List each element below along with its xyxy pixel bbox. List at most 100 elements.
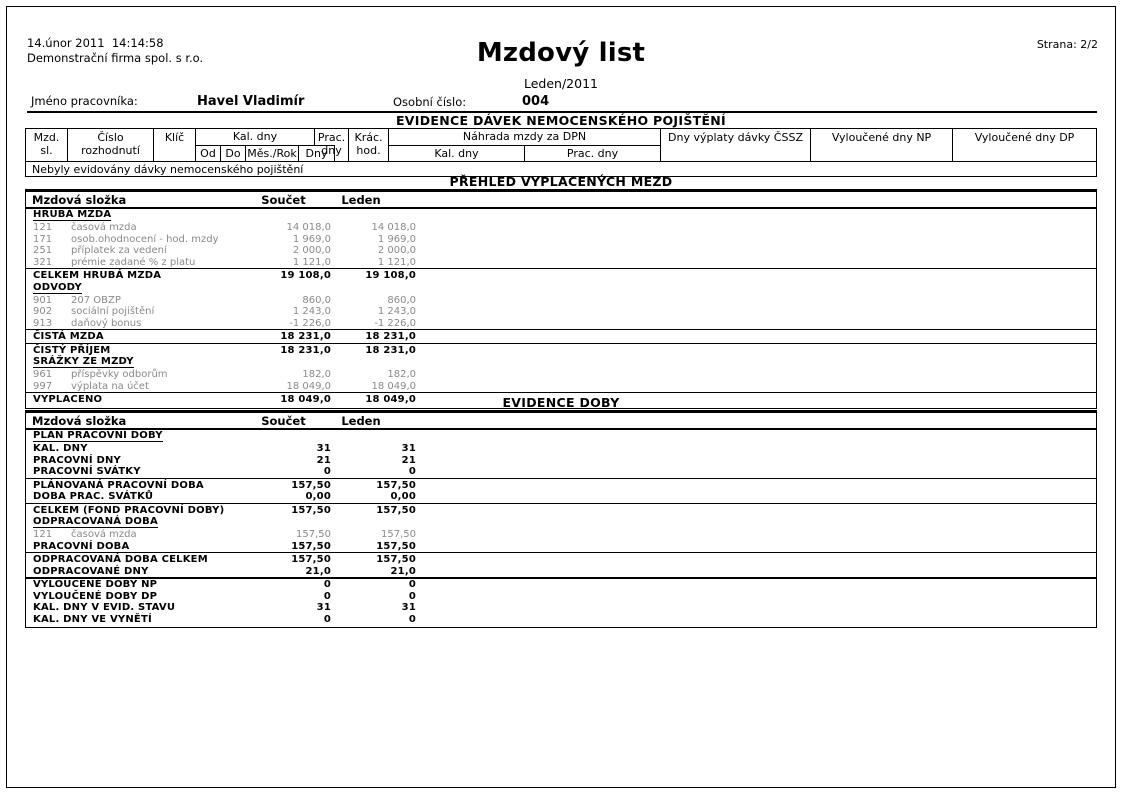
row-label: daňový bonus xyxy=(71,317,142,329)
row-month-value: -1 226,0 xyxy=(374,317,416,329)
row-label: ODVODY xyxy=(33,281,82,294)
row-label: KAL. DNY VE VYNĚTÍ xyxy=(33,613,152,625)
row-sum-value: 14 018,0 xyxy=(286,222,331,233)
row-month-value: 182,0 xyxy=(387,369,416,380)
sickness-table-header-row: Mzd. sl. Číslo rozhodnutí Klíč Kal. dny … xyxy=(26,129,1096,161)
row-label: KAL. DNY xyxy=(33,443,88,454)
row-label: VYPLACENO xyxy=(33,394,103,405)
row-month-value: 157,50 xyxy=(376,479,416,491)
row-code: 997 xyxy=(33,380,53,392)
personal-number-value: 004 xyxy=(522,94,550,109)
row-month-value: 21 xyxy=(401,454,416,466)
time-col-sum: Součet xyxy=(261,414,306,428)
wages-table: Mzdová složka Součet Leden HRUBÁ MZDA 121… xyxy=(25,191,1097,409)
row-label: 207 OBZP xyxy=(71,294,121,306)
row-sum-value: -1 226,0 xyxy=(289,317,331,329)
row-label: SRÁŽKY ZE MZDY xyxy=(33,356,134,368)
row-code: 902 xyxy=(33,306,53,317)
row-code: 121 xyxy=(33,529,53,540)
row-sum-value: 21 xyxy=(316,454,331,466)
period-label: Leden/2011 xyxy=(523,76,598,91)
table-row: SRÁŽKY ZE MZDY xyxy=(26,356,1096,369)
time-col-component: Mzdová složka xyxy=(32,414,127,428)
row-label: DOBA PRAC. SVÁTKŮ xyxy=(33,491,154,502)
col-prac-dny: Prac. dny xyxy=(315,129,349,161)
row-label: VYLOUČENÉ DOBY DP xyxy=(33,590,158,602)
row-label: KAL. DNY V EVID. STAVU xyxy=(33,602,176,613)
row-sum-value: 2 000,0 xyxy=(292,245,331,256)
row-label: ČISTÁ MZDA xyxy=(33,331,104,342)
table-row: 121 časová mzda 14 018,0 14 018,0 xyxy=(26,222,1096,234)
row-month-value: 31 xyxy=(401,602,416,613)
table-row: 121 časová mzda 157,50 157,50 xyxy=(26,529,1096,541)
row-month-value: 14 018,0 xyxy=(371,222,416,233)
time-table-header: Mzdová složka Součet Leden xyxy=(26,413,1096,430)
table-row: 913 daňový bonus -1 226,0 -1 226,0 xyxy=(26,318,1096,330)
identification-rule xyxy=(27,111,1097,113)
table-row: 251 příplatek za vedení 2 000,0 2 000,0 xyxy=(26,245,1096,257)
row-code: 251 xyxy=(33,245,53,256)
row-sum-value: 157,50 xyxy=(291,540,331,552)
row-sum-value: 18 231,0 xyxy=(280,344,331,356)
row-sum-value: 31 xyxy=(316,602,331,613)
row-code: 321 xyxy=(33,256,53,268)
row-month-value: 19 108,0 xyxy=(365,270,416,281)
table-row: ODPRACOVANÉ DNY 21,0 21,0 xyxy=(26,566,1096,578)
row-sum-value: 157,50 xyxy=(291,504,331,516)
row-month-value: 21,0 xyxy=(390,565,416,577)
col-kal-dny-group: Kal. dny xyxy=(196,129,315,145)
table-row: KAL. DNY 31 31 xyxy=(26,443,1096,455)
row-sum-value: 18 049,0 xyxy=(280,394,331,405)
col-krac-hod: Krác. hod. xyxy=(349,129,389,161)
row-sum-value: 1 121,0 xyxy=(292,256,331,268)
row-label: CELKEM HRUBÁ MZDA xyxy=(33,270,162,281)
row-code: 901 xyxy=(33,294,53,306)
wages-col-component: Mzdová složka xyxy=(32,193,127,207)
row-label: sociální pojištění xyxy=(71,306,155,317)
company-name: Demonstrační firma spol. s r.o. xyxy=(27,51,204,65)
col-dny-vyplaty-cssz: Dny výplaty dávky ČSSZ xyxy=(661,129,811,161)
row-month-value: 1 243,0 xyxy=(377,306,416,317)
row-month-value: 2 000,0 xyxy=(377,245,416,256)
col-do: Do xyxy=(221,145,246,161)
row-label: ODPRACOVANÁ DOBA CELKEM xyxy=(33,554,208,565)
row-sum-value: 18 231,0 xyxy=(280,331,331,342)
row-sum-value: 18 049,0 xyxy=(286,380,331,392)
row-label: ČISTÝ PŘÍJEM xyxy=(33,344,111,356)
row-label: VYLOUČENÉ DOBY NP xyxy=(33,579,158,590)
row-month-value: 0 xyxy=(408,590,416,602)
print-datetime: 14.únor 2011 14:14:58 xyxy=(27,36,164,50)
row-month-value: 18 049,0 xyxy=(365,394,416,405)
row-month-value: 0 xyxy=(408,466,416,477)
table-row: KAL. DNY V EVID. STAVU 31 31 xyxy=(26,602,1096,614)
col-klic: Klíč xyxy=(154,129,196,161)
col-cislo-rozhodnuti: Číslo rozhodnutí xyxy=(68,129,154,161)
row-sum-value: 0 xyxy=(323,613,331,625)
row-sum-value: 0 xyxy=(323,579,331,590)
col-mzd-sl: Mzd. sl. xyxy=(26,129,68,161)
table-row: 902 sociální pojištění 1 243,0 1 243,0 xyxy=(26,306,1096,318)
col-nahrada-prac-dny: Prac. dny xyxy=(525,145,661,161)
row-sum-value: 21,0 xyxy=(305,565,331,577)
page-title: Mzdový list xyxy=(476,38,646,68)
wages-section-title: PŘEHLED VYPLACENÝCH MEZD xyxy=(449,174,673,189)
sickness-section-title: EVIDENCE DÁVEK NEMOCENSKÉHO POJIŠTĚNÍ xyxy=(395,113,727,128)
row-sum-value: 0 xyxy=(323,466,331,477)
table-row: ČISTÝ PŘÍJEM 18 231,0 18 231,0 xyxy=(26,342,1096,357)
row-label: příspěvky odborům xyxy=(71,369,168,380)
col-nahrada-group: Náhrada mzdy za DPN xyxy=(389,129,661,145)
row-month-value: 157,50 xyxy=(376,504,416,516)
table-row: PRACOVNÍ DOBA 157,50 157,50 xyxy=(26,541,1096,553)
employee-name-label: Jméno pracovníka: xyxy=(31,94,138,108)
row-month-value: 0 xyxy=(408,579,416,590)
table-row: VYLOUČENÉ DOBY NP 0 0 xyxy=(26,577,1096,591)
col-vyloucene-dny-np: Vyloučené dny NP xyxy=(811,129,953,161)
row-label: PLÁN PRACOVNÍ DOBY xyxy=(33,430,163,442)
row-sum-value: 1 969,0 xyxy=(292,233,331,245)
table-row: ODPRACOVANÁ DOBA CELKEM 157,50 157,50 xyxy=(26,552,1096,566)
row-label: výplata na účet xyxy=(71,380,149,392)
row-label: CELKEM (FOND PRACOVNÍ DOBY) xyxy=(33,504,225,516)
row-label: ODPRACOVANÁ DOBA xyxy=(33,516,158,528)
row-label: PRACOVNÍ DNY xyxy=(33,454,121,466)
page-border xyxy=(6,6,1116,788)
